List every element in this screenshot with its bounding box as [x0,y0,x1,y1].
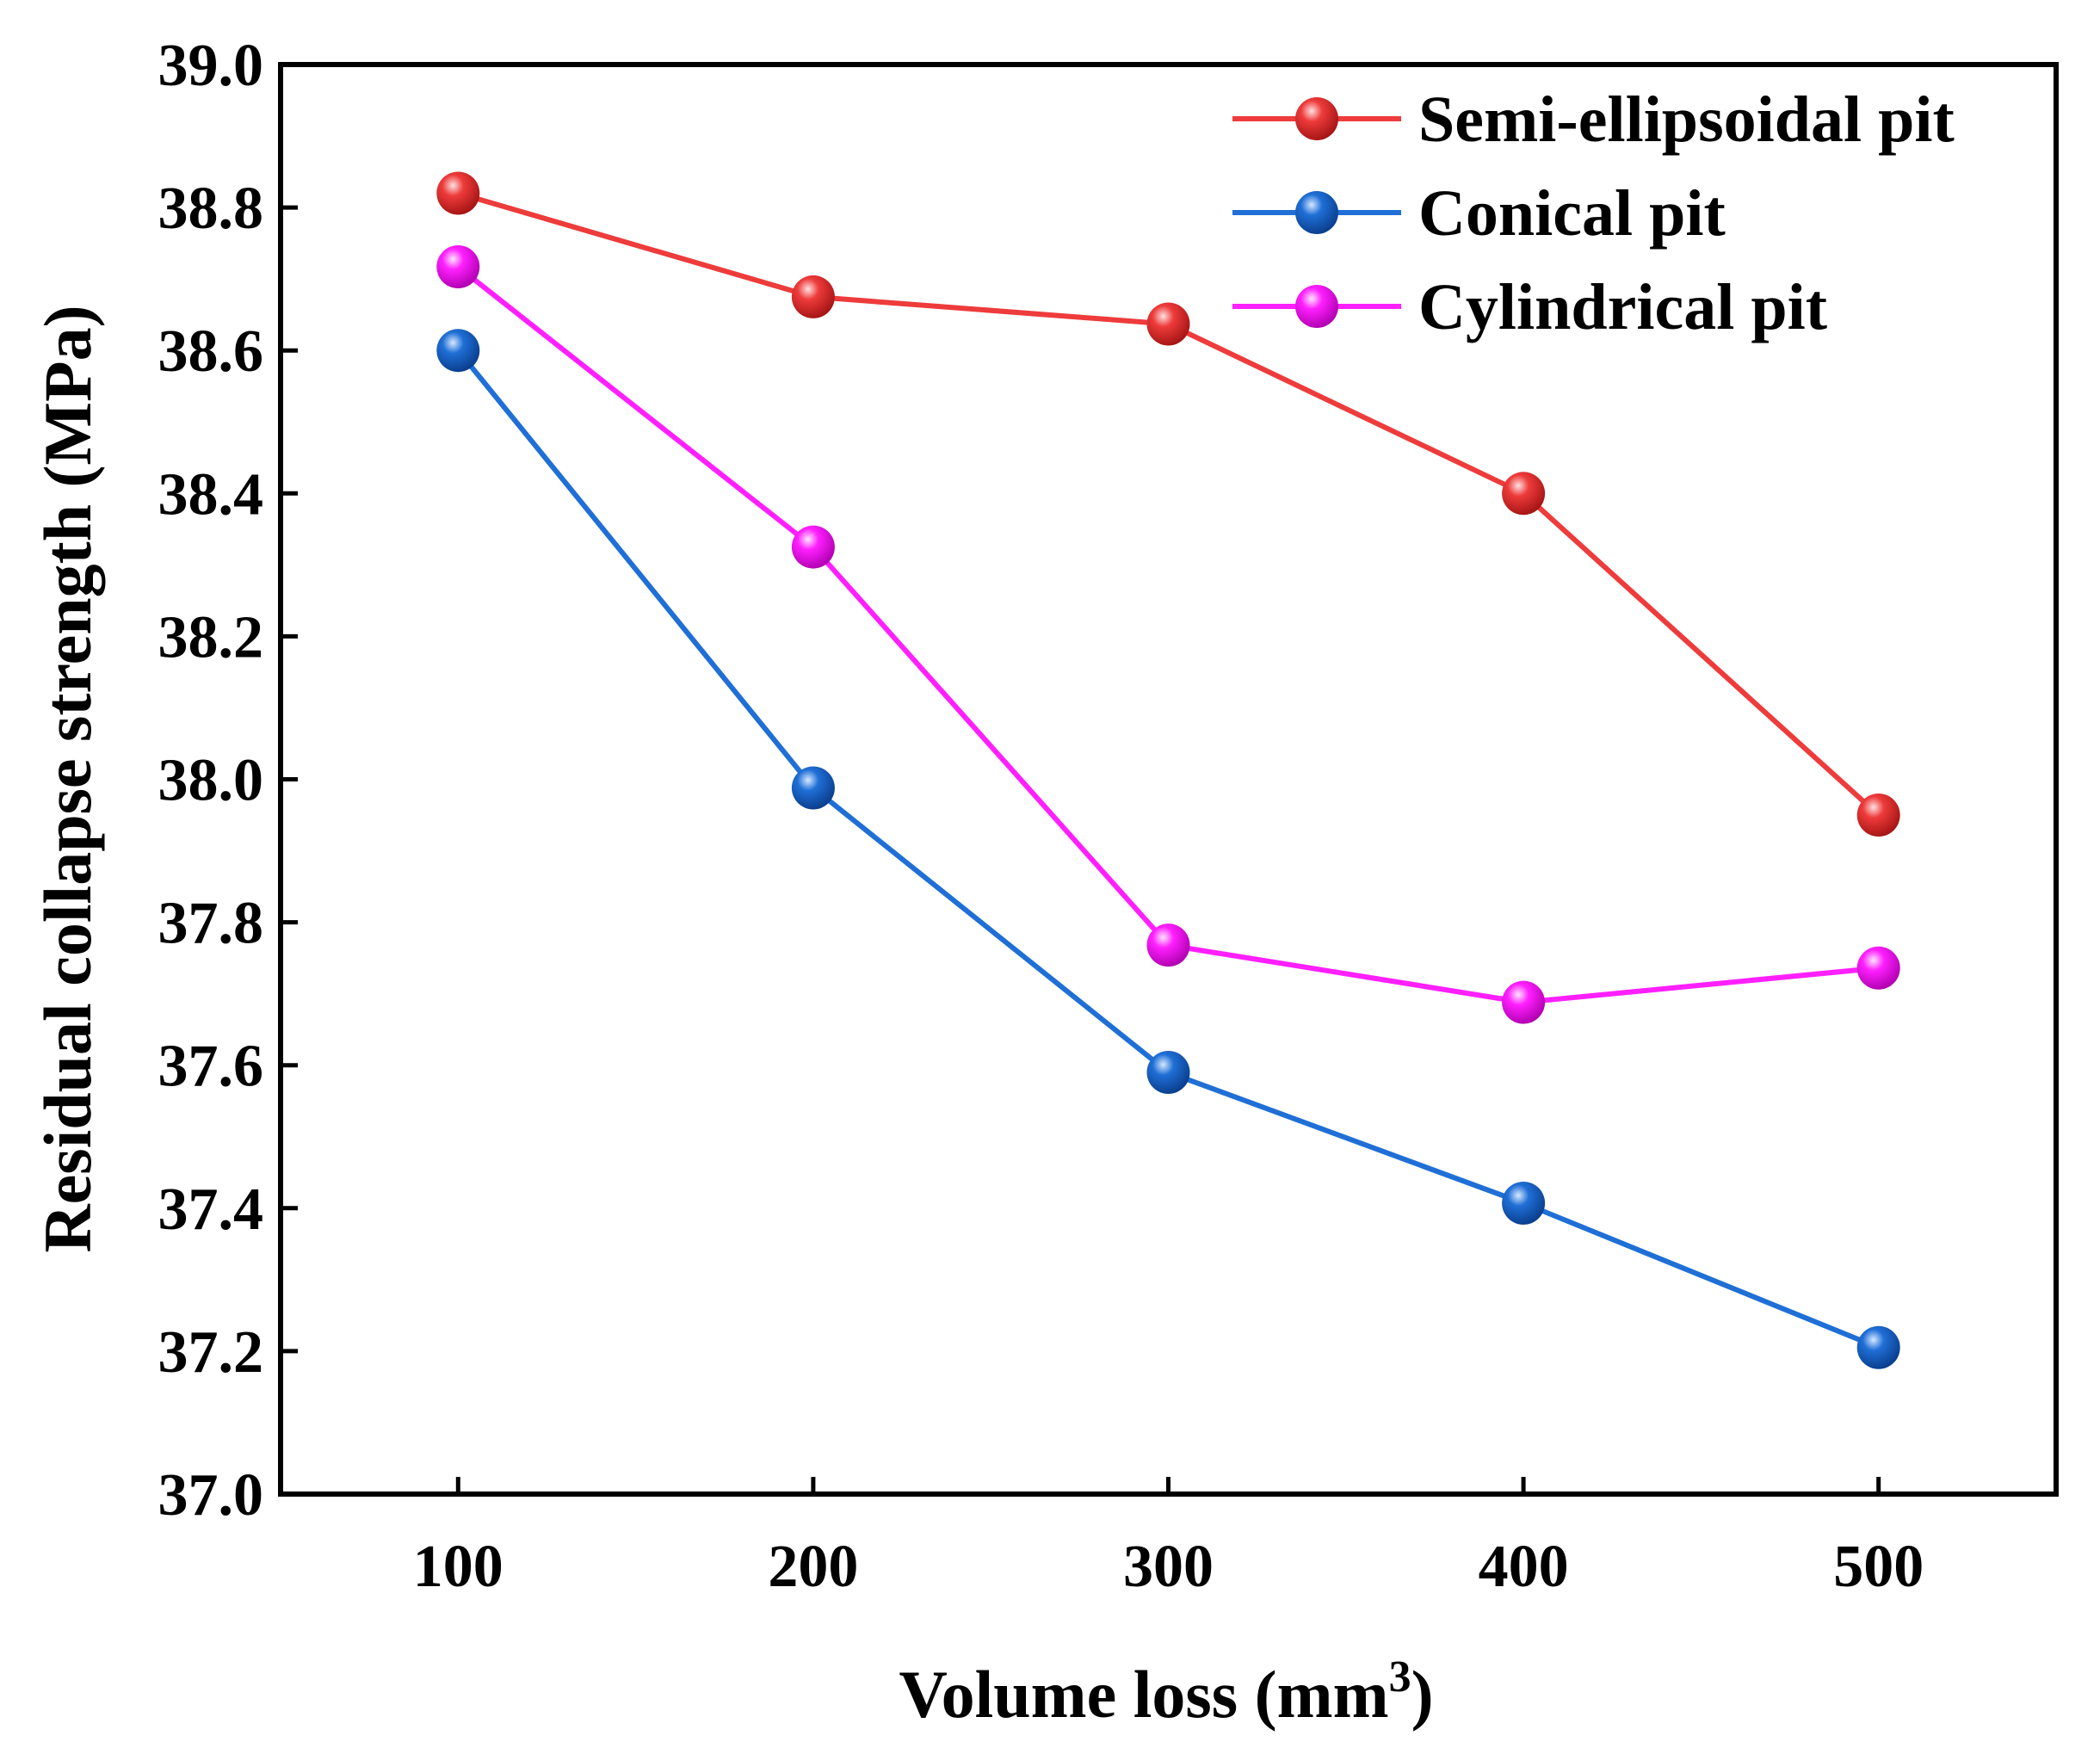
x-tick-label: 500 [1833,1534,1924,1600]
data-point [791,525,835,569]
y-tick-label: 37.6 [158,1034,264,1100]
y-tick-label: 38.8 [158,176,264,242]
series-line [456,264,1879,1005]
y-tick-label: 38.2 [158,604,264,670]
x-tick-label: 400 [1479,1534,1569,1600]
y-tick-label: 37.2 [158,1319,264,1386]
series-0 [436,171,1900,837]
series-1 [436,329,1900,1369]
data-point [1502,980,1546,1024]
y-axis-title: Residual collapse strength (MPa) [30,305,105,1252]
x-axis-title-main: Volume loss (mm [899,1657,1388,1732]
legend-label: Conical pit [1418,177,1726,250]
x-axis-title: Volume loss (mm3) [899,1652,1433,1732]
data-point [1856,1325,1900,1369]
x-tick-label: 300 [1123,1534,1214,1600]
x-tick-label: 100 [413,1534,503,1600]
y-tick-label: 37.0 [158,1462,264,1529]
legend-marker [1295,97,1338,140]
data-point [1146,1051,1190,1095]
data-point [436,171,480,215]
y-tick-label: 38.6 [158,318,264,385]
data-point [791,766,835,810]
legend-label: Cylindrical pit [1418,271,1827,343]
y-tick-label: 39.0 [158,33,264,99]
legend-marker [1295,285,1338,328]
data-point [1502,472,1546,516]
data-point [436,329,480,373]
y-tick-label: 37.4 [158,1177,264,1243]
legend-marker [1295,191,1338,234]
y-tick-label: 38.0 [158,748,264,814]
legend-item: Semi-ellipsoidal pit [1232,83,1955,156]
data-point [1146,923,1190,967]
y-tick-label: 37.8 [158,891,264,957]
x-axis-title-suffix: ) [1411,1657,1434,1732]
legend-label: Semi-ellipsoidal pit [1418,83,1955,156]
legend-item: Cylindrical pit [1232,271,1827,343]
x-axis: 100 200 300 400 500 [413,1477,1924,1600]
series-layer [436,171,1900,1369]
series-line [455,349,1880,1350]
data-point [1856,794,1900,837]
data-point [1502,1181,1546,1225]
x-axis-title-superscript: 3 [1389,1652,1411,1702]
data-point [436,245,480,289]
legend-item: Conical pit [1232,177,1726,250]
data-point [791,275,835,318]
legend: Semi-ellipsoidal pit Conical pit Cylindric… [1232,83,1955,343]
y-axis: 37.0 37.2 37.4 37.6 37.8 38.0 38.2 38.4 38.6 38.8… [158,33,298,1529]
series-2 [436,245,1900,1024]
data-point [1146,302,1190,346]
data-point [1856,946,1900,990]
x-tick-label: 200 [768,1534,858,1600]
y-tick-label: 38.4 [158,461,264,528]
